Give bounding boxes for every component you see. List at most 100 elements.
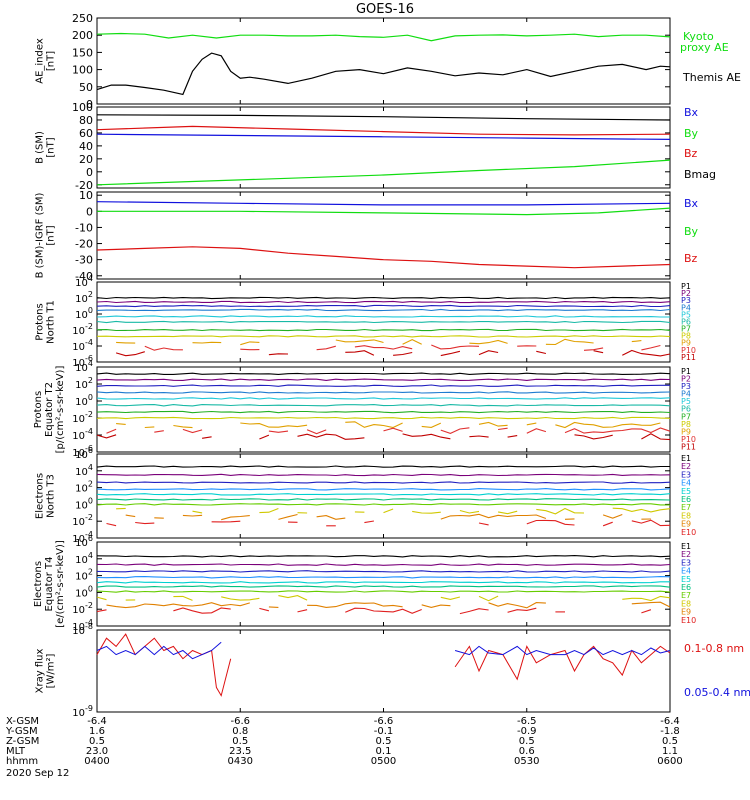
y-tick-label: -10 [75,221,93,234]
series-line [96,465,670,468]
channel-label: E8 [681,599,691,608]
series-line [459,509,480,514]
series-line [96,328,671,332]
series-line [641,609,652,614]
series-line [96,384,670,387]
y-tick-label: 100 [75,584,93,599]
channel-label: P5 [681,397,691,406]
series-line [478,421,508,427]
legend-bsm: By [684,127,699,140]
series-line [469,339,508,345]
y-tick-label: 0 [86,205,93,218]
y-tick-label: -20 [75,179,93,192]
y-tick-label: 10 [79,189,93,202]
y-tick-label: 50 [79,81,93,94]
series-line [96,563,671,566]
y-tick-label: -40 [75,270,93,283]
footer-value: 0.5 [376,736,392,747]
series-line [96,391,671,394]
y-tick-label: 60 [79,127,93,140]
series-line [507,607,537,613]
series-line [96,555,671,558]
channel-label: E7 [681,591,691,600]
series-line [240,422,308,428]
channel-label: E3 [681,470,691,479]
series-line [421,422,442,428]
series-line [240,348,260,351]
series-line [335,339,384,344]
series-line [182,428,203,434]
series-line [96,481,671,484]
y-tick-label: 10-8 [72,622,93,637]
series-line [574,434,613,440]
series-line [469,435,489,438]
channel-label: P1 [681,282,691,291]
footer-value: 0.8 [232,726,248,737]
channel-label: P8 [681,332,691,341]
y-tick-label: 106 [75,534,93,549]
series-line [306,429,327,435]
series-line [96,300,671,304]
footer-value: 23.5 [229,746,251,757]
series-line [96,493,671,496]
y-axis-label: Electrons [33,561,44,607]
channel-label: P6 [681,317,691,326]
y-tick-label: 20 [79,153,93,166]
series-line [96,296,671,300]
series-line [96,201,671,206]
series-line [96,335,671,338]
y-tick-label: 104 [75,551,93,566]
footer-value: 0.5 [232,736,248,747]
channel-label: P3 [681,382,691,391]
series-line [345,607,422,614]
channel-label: P9 [681,339,691,348]
series-line [555,421,661,429]
legend-bigrf: By [684,225,699,238]
series-line [602,521,613,527]
series-line [478,350,499,356]
series-line [96,246,671,269]
footer-value: 0600 [657,756,682,767]
series-line [631,601,671,608]
footer-value: 0.6 [519,746,535,757]
series-line [297,433,365,440]
channel-label: P11 [681,353,696,362]
y-axis-label: North T3 [46,474,57,518]
series-line [96,641,222,660]
series-line [278,513,298,520]
channel-label: P5 [681,310,691,319]
y-axis-label: [nT] [46,225,57,245]
series-line [96,488,671,491]
series-line [259,607,270,612]
legend-xray-long: 0.1-0.8 nm [684,642,744,655]
channel-label: P6 [681,405,691,414]
series-line [221,596,260,601]
series-line [97,207,671,216]
series-line [106,602,250,609]
channel-label: P7 [681,325,691,334]
series-line [96,498,671,501]
series-line [454,645,671,656]
series-line [96,378,671,381]
footer-value: -6.4 [660,716,680,727]
series-line [173,424,193,429]
channel-label: E9 [681,608,691,617]
series-line [478,595,499,602]
series-line [144,345,183,351]
footer-value: 0.5 [89,736,105,747]
series-line [96,315,670,318]
channel-label: E10 [681,528,696,537]
series-line [593,350,604,354]
footer-row-label: MLT [6,746,26,757]
y-tick-label: 10-4 [72,338,93,353]
series-line [526,422,537,426]
y-axis-label: AE_index [35,38,46,84]
series-line [478,522,489,526]
channel-label: E10 [681,616,696,625]
channel-label: P4 [681,390,691,399]
channel-label: E3 [681,558,691,567]
series-line [96,581,670,584]
y-tick-label: 150 [72,46,93,59]
channel-label: P1 [681,367,691,376]
y-tick-label: 100 [75,393,93,408]
